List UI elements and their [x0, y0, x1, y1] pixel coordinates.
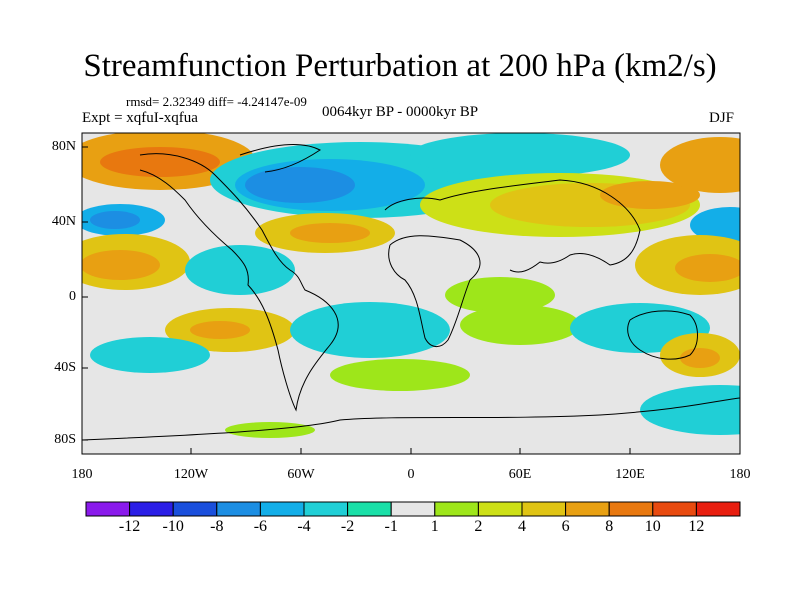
colorbar-label: 1 [430, 518, 439, 535]
colorbar-label: 10 [644, 518, 661, 535]
colorbar-swatch [477, 501, 523, 517]
contour-patch [410, 133, 630, 177]
colorbar-swatch [347, 501, 392, 517]
contour-patch [660, 137, 740, 193]
coastline-americas [139, 153, 339, 412]
contour-patch [82, 250, 160, 280]
lat-label: 80N [51, 139, 76, 154]
colorbar-label: 12 [688, 518, 705, 535]
colorbar-label: 6 [561, 518, 570, 535]
coastline-africa [388, 235, 481, 347]
colorbar-swatch [85, 501, 131, 517]
coastlines [82, 144, 740, 441]
experiment-label: Expt = xqfuI-xqfua [82, 110, 198, 126]
contour-patch [290, 302, 450, 358]
axis-ticks [81, 146, 741, 454]
lon-label: 0 [407, 467, 415, 482]
contour-patch [675, 254, 740, 282]
colorbar-label: 2 [474, 518, 483, 535]
lon-label: 180 [729, 467, 751, 482]
contour-patch [100, 147, 220, 177]
colorbar-label: -10 [162, 518, 184, 535]
contour-patch [90, 337, 210, 373]
lon-label: 60E [508, 467, 532, 482]
colorbar-label: -6 [253, 518, 268, 535]
colorbar-swatch [521, 501, 567, 517]
colorbar-label: -1 [384, 518, 398, 535]
colorbar [85, 501, 741, 517]
colorbar-swatch [608, 501, 654, 517]
colorbar-swatch [303, 501, 349, 517]
colorbar-swatch [565, 501, 610, 517]
contour-patch [245, 167, 355, 203]
colorbar-swatch [216, 501, 261, 517]
colorbar-label: -12 [118, 518, 141, 535]
coastline-eurasia [384, 179, 641, 273]
colorbar-swatch [652, 501, 697, 517]
stats-line: rmsd= 2.32349 diff= -4.24147e-09 [126, 94, 307, 109]
colorbar-swatch [129, 501, 174, 517]
colorbar-swatch [695, 501, 741, 517]
contour-patch [600, 181, 700, 209]
lat-label: 80S [54, 432, 76, 447]
lon-label: 120W [173, 467, 209, 482]
lon-label: 120E [615, 467, 645, 482]
lat-label: 0 [69, 289, 76, 304]
contour-patch [330, 359, 470, 391]
coastline-antarctica [82, 397, 740, 441]
lon-label: 180 [71, 467, 93, 482]
period-label: 0064kyr BP - 0000kyr BP [322, 104, 479, 120]
lon-label: 60W [287, 467, 315, 482]
lat-label: 40S [54, 360, 76, 375]
contour-patch [90, 211, 140, 229]
contour-patch [290, 223, 370, 243]
contour-patch [680, 348, 720, 368]
contour-patch [185, 245, 295, 295]
contour-patch [190, 321, 250, 339]
chart-title: Streamfunction Perturbation at 200 hPa (… [83, 48, 717, 84]
colorbar-swatch [259, 501, 305, 517]
coastline-australia [627, 310, 698, 360]
contour-patch [640, 385, 740, 435]
season-label: DJF [709, 110, 735, 126]
colorbar-swatch [434, 501, 479, 517]
colorbar-swatch [172, 501, 218, 517]
contour-patch [690, 207, 740, 243]
lat-label: 40N [51, 214, 76, 229]
colorbar-label: 4 [518, 518, 526, 535]
colorbar-swatch [390, 501, 436, 517]
colorbar-label: 8 [605, 518, 614, 535]
colorbar-label: -8 [210, 518, 224, 535]
colorbar-label: -2 [340, 518, 355, 535]
contour-patch [460, 305, 580, 345]
colorbar-label: -4 [297, 518, 311, 535]
coastline-greenland [239, 144, 321, 173]
contour-patch [445, 277, 555, 313]
